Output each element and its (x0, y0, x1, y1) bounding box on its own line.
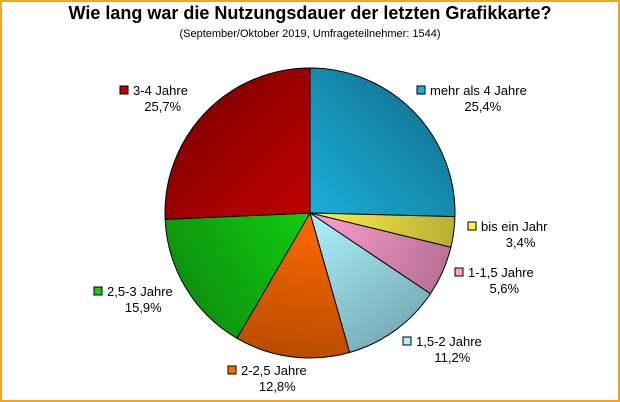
pie-slice (164, 212, 311, 339)
slice-value-label: 3,4% (506, 235, 536, 250)
slice-label: 1,5-2 Jahre (416, 334, 482, 349)
chart-title: Wie lang war die Nutzungsdauer der letzt… (68, 3, 552, 23)
pie-slices (164, 67, 456, 359)
slice-label: 2,5-3 Jahre (107, 284, 173, 299)
slice-value-label: 5,6% (489, 281, 519, 296)
legend-swatch (467, 221, 477, 231)
pie-slice (164, 67, 311, 220)
slice-label: 2-2,5 Jahre (241, 363, 307, 378)
pie-slice (236, 211, 351, 359)
slice-value-label: 25,4% (464, 99, 501, 114)
slice-value-label: 11,2% (434, 350, 470, 365)
chart-subtitle: (September/Oktober 2019, Umfrageteilnehm… (179, 28, 441, 40)
legend-swatch (454, 267, 464, 277)
legend-swatch (227, 365, 237, 375)
slice-label: mehr als 4 Jahre (430, 83, 527, 98)
slice-label: bis ein Jahr (481, 219, 548, 234)
slice-label: 1-1,5 Jahre (468, 265, 534, 280)
legend-swatch (119, 85, 129, 95)
slice-value-label: 12,8% (259, 379, 296, 394)
slice-value-label: 25,7% (144, 99, 181, 114)
slice-value-label: 15,9% (125, 300, 162, 315)
legend-swatch (93, 286, 103, 296)
legend-swatch (402, 336, 412, 346)
slice-label: 3-4 Jahre (133, 83, 188, 98)
pie-slice (309, 67, 456, 218)
legend-swatch (416, 85, 426, 95)
